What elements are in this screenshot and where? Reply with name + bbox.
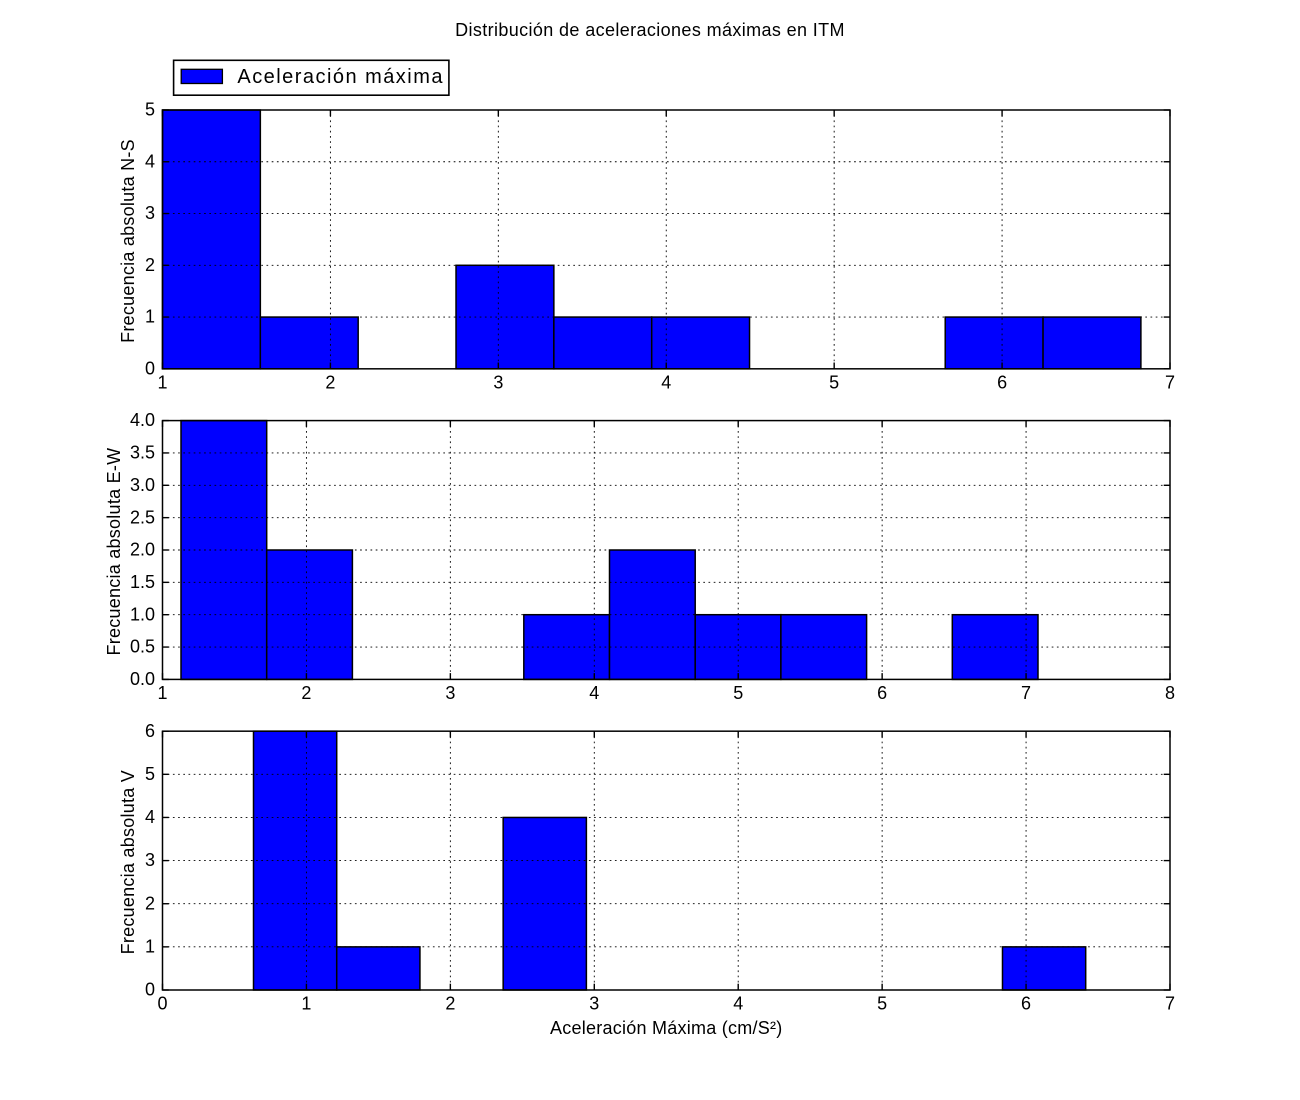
svg-text:8: 8 bbox=[1165, 683, 1175, 703]
svg-text:Aceleración máxima: Aceleración máxima bbox=[237, 66, 444, 88]
svg-text:1.5: 1.5 bbox=[130, 572, 155, 592]
svg-text:3.0: 3.0 bbox=[130, 475, 155, 495]
svg-text:2: 2 bbox=[145, 255, 155, 275]
svg-text:2: 2 bbox=[445, 994, 455, 1014]
svg-text:1: 1 bbox=[157, 372, 167, 392]
svg-text:1: 1 bbox=[145, 936, 155, 956]
svg-text:5: 5 bbox=[145, 764, 155, 784]
svg-text:1: 1 bbox=[301, 994, 311, 1014]
svg-text:2.0: 2.0 bbox=[130, 540, 155, 560]
svg-text:4.0: 4.0 bbox=[130, 410, 155, 430]
svg-text:2: 2 bbox=[301, 683, 311, 703]
svg-text:0.0: 0.0 bbox=[130, 669, 155, 689]
svg-text:1: 1 bbox=[157, 683, 167, 703]
svg-text:7: 7 bbox=[1021, 683, 1031, 703]
svg-text:0: 0 bbox=[157, 994, 167, 1014]
svg-text:Frecuencia absoluta V: Frecuencia absoluta V bbox=[118, 770, 138, 954]
svg-text:4: 4 bbox=[733, 994, 743, 1014]
svg-text:0: 0 bbox=[145, 358, 155, 378]
svg-text:0: 0 bbox=[145, 980, 155, 1000]
svg-text:Distribución de aceleraciones: Distribución de aceleraciones máximas en… bbox=[455, 20, 845, 40]
svg-text:6: 6 bbox=[1021, 994, 1031, 1014]
svg-text:1: 1 bbox=[145, 307, 155, 327]
svg-text:2: 2 bbox=[145, 893, 155, 913]
svg-text:5: 5 bbox=[877, 994, 887, 1014]
svg-text:Frecuencia absoluta E-W: Frecuencia absoluta E-W bbox=[104, 448, 124, 656]
svg-text:1.0: 1.0 bbox=[130, 604, 155, 624]
svg-text:5: 5 bbox=[733, 683, 743, 703]
svg-text:0.5: 0.5 bbox=[130, 637, 155, 657]
svg-text:6: 6 bbox=[877, 683, 887, 703]
svg-text:6: 6 bbox=[145, 721, 155, 741]
svg-text:3: 3 bbox=[589, 994, 599, 1014]
svg-text:2.5: 2.5 bbox=[130, 507, 155, 527]
svg-text:3: 3 bbox=[493, 372, 503, 392]
svg-text:7: 7 bbox=[1165, 994, 1175, 1014]
svg-text:3: 3 bbox=[445, 683, 455, 703]
svg-text:3: 3 bbox=[145, 850, 155, 870]
svg-text:3: 3 bbox=[145, 203, 155, 223]
svg-text:4: 4 bbox=[589, 683, 599, 703]
svg-text:4: 4 bbox=[661, 372, 671, 392]
svg-text:7: 7 bbox=[1165, 372, 1175, 392]
svg-text:3.5: 3.5 bbox=[130, 443, 155, 463]
svg-text:Frecuencia absoluta N-S: Frecuencia absoluta N-S bbox=[118, 139, 138, 343]
svg-text:4: 4 bbox=[145, 151, 155, 171]
svg-text:Aceleración Máxima (cm/S²): Aceleración Máxima (cm/S²) bbox=[550, 1018, 783, 1038]
svg-text:2: 2 bbox=[325, 372, 335, 392]
svg-text:5: 5 bbox=[829, 372, 839, 392]
svg-text:6: 6 bbox=[997, 372, 1007, 392]
svg-text:4: 4 bbox=[145, 807, 155, 827]
svg-text:5: 5 bbox=[145, 100, 155, 120]
